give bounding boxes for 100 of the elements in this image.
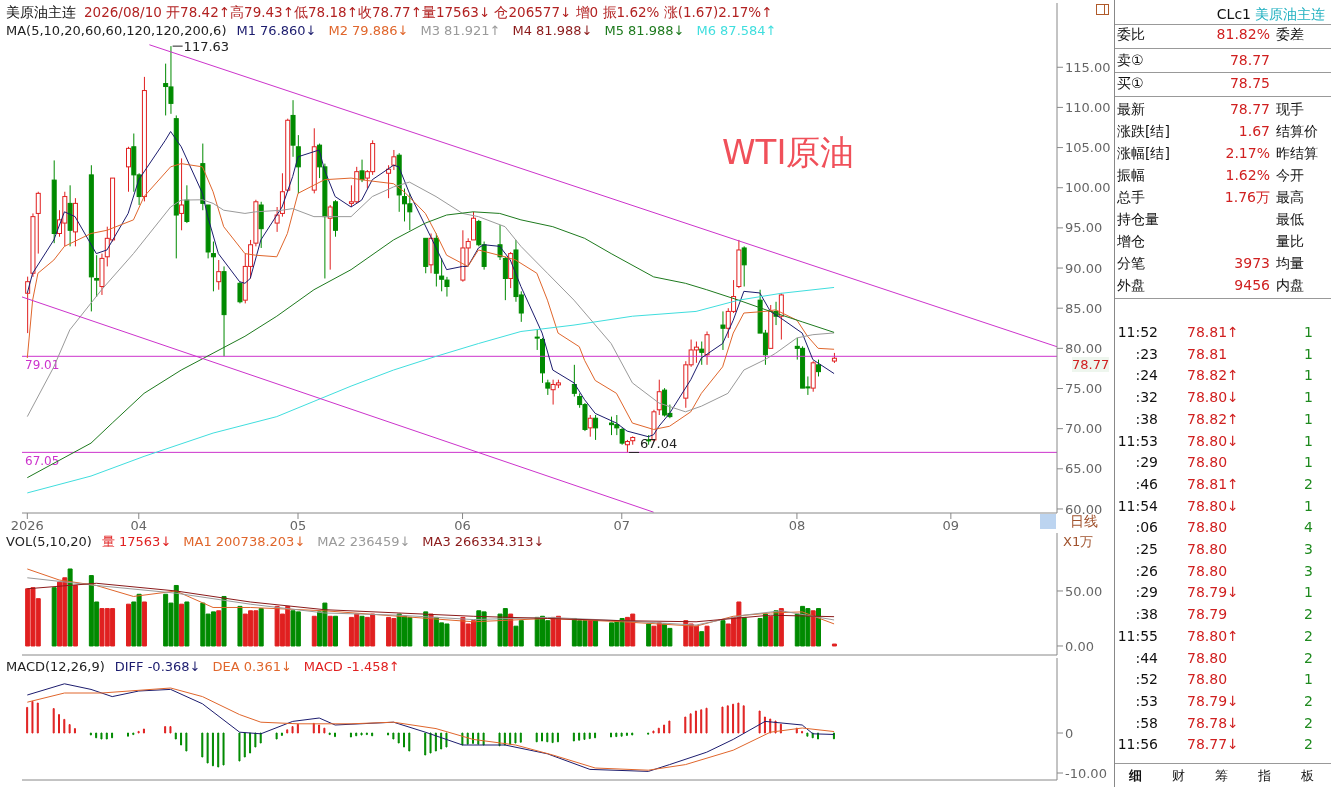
text: 78.79↓: [1187, 584, 1239, 601]
text: 4: [1304, 519, 1313, 536]
series-label: DEA 0.361↓: [212, 659, 292, 674]
text: 1.67: [1238, 123, 1270, 139]
text: 均量: [1276, 255, 1304, 273]
text: 今开: [1276, 167, 1304, 185]
text: M2 79.886↓: [328, 23, 409, 38]
text: 78.80↓: [1187, 497, 1239, 514]
candlestick: [386, 164, 392, 199]
candlestick: [237, 281, 243, 304]
text: 78.80: [1187, 649, 1228, 666]
y-tick-label: 85.00: [1065, 300, 1103, 316]
text: 美原油主连: [1255, 6, 1325, 22]
text: 2: [1304, 692, 1313, 709]
bar: [423, 611, 429, 647]
text: 78.82↑: [1187, 410, 1239, 427]
annotation: WTI原油: [722, 131, 855, 174]
y-tick-label: 0.00: [1065, 638, 1094, 654]
bar: [810, 610, 816, 647]
text: 78.77: [1229, 52, 1270, 68]
text: 78.80: [1187, 519, 1228, 536]
text: MA2 236459↓: [317, 534, 411, 549]
text: 1.76万: [1224, 189, 1270, 207]
bar: [720, 620, 726, 647]
text: 78.75: [1229, 75, 1270, 91]
text: 量 17563↓: [101, 534, 172, 549]
text: 涨幅[结]: [1117, 145, 1170, 163]
legend-label: M4 81.988↓: [512, 23, 593, 38]
text: :44: [1135, 649, 1158, 666]
text: M5 81.988↓: [604, 23, 685, 38]
text: 3: [1304, 541, 1313, 557]
bar: [141, 601, 147, 647]
x-tick-label: 07: [613, 518, 631, 534]
text: 78.77↓: [1187, 736, 1239, 753]
text: 昨结算: [1276, 145, 1318, 163]
y-tick-label: 115.00: [1065, 59, 1111, 75]
text: 78.79: [1187, 606, 1228, 623]
bar: [587, 620, 593, 647]
candlestick: [274, 206, 280, 233]
text: 78.80↓: [1187, 389, 1239, 406]
y-tick-label: 0: [1065, 725, 1074, 741]
y-tick-label: 95.00: [1065, 220, 1103, 236]
x-tick-label: 04: [130, 518, 148, 534]
text: 1.62%: [1225, 167, 1270, 183]
text: M1 76.860↓: [236, 23, 317, 38]
bar: [126, 603, 131, 647]
y-tick-label: 50.00: [1065, 583, 1103, 599]
bar: [216, 610, 222, 647]
candlestick: [216, 259, 222, 291]
line-series: [26, 286, 835, 494]
text: 委比: [1117, 26, 1145, 44]
text: 最高: [1276, 189, 1304, 207]
bar: [704, 625, 710, 647]
text: 1: [1304, 367, 1313, 384]
candlestick: [778, 292, 784, 341]
candlestick: [534, 329, 540, 351]
candlestick: [327, 204, 333, 271]
bar: [593, 620, 599, 647]
y-tick-label: 75.00: [1065, 381, 1103, 397]
candlestick: [126, 146, 131, 193]
text: 财: [1172, 767, 1185, 785]
text: :46: [1135, 475, 1158, 492]
annotation: 67.04: [640, 436, 678, 452]
bar: [778, 608, 784, 647]
candlestick: [699, 341, 705, 366]
text: :26: [1135, 562, 1158, 579]
text: 1: [1304, 497, 1313, 514]
candlestick: [359, 159, 365, 183]
bar: [741, 616, 747, 647]
bar: [258, 608, 264, 647]
bar: [237, 605, 243, 647]
text: 78.81↑: [1187, 475, 1239, 492]
candlestick: [587, 414, 593, 438]
text: 11:56: [1117, 736, 1158, 753]
bar: [333, 615, 338, 647]
text: :52: [1135, 671, 1158, 688]
text: 分笔: [1117, 255, 1145, 273]
candlestick: [35, 191, 41, 255]
text: 最新: [1117, 101, 1145, 119]
candlestick: [258, 201, 264, 249]
bar: [67, 568, 73, 647]
text: 78.80: [1187, 562, 1228, 579]
text: 78.81: [1187, 345, 1228, 362]
text: 1: [1304, 432, 1313, 449]
text: 增仓: [1117, 233, 1145, 251]
text: MA3 266334.313↓: [422, 534, 545, 549]
text: 1: [1304, 324, 1313, 340]
bar: [184, 601, 190, 647]
text: 1: [1304, 584, 1313, 601]
text: 78.77: [1229, 101, 1270, 117]
text: MA1 200738.203↓: [183, 534, 306, 549]
text: 78.80↑: [1187, 627, 1239, 644]
text: 持仓量: [1117, 211, 1159, 229]
ref-line-label: 79.01: [25, 358, 60, 373]
bar: [816, 608, 821, 647]
text: 11:55: [1117, 627, 1158, 644]
candlestick: [391, 149, 397, 171]
bar: [359, 615, 365, 647]
text: 2: [1304, 649, 1313, 666]
candlestick: [571, 364, 577, 398]
